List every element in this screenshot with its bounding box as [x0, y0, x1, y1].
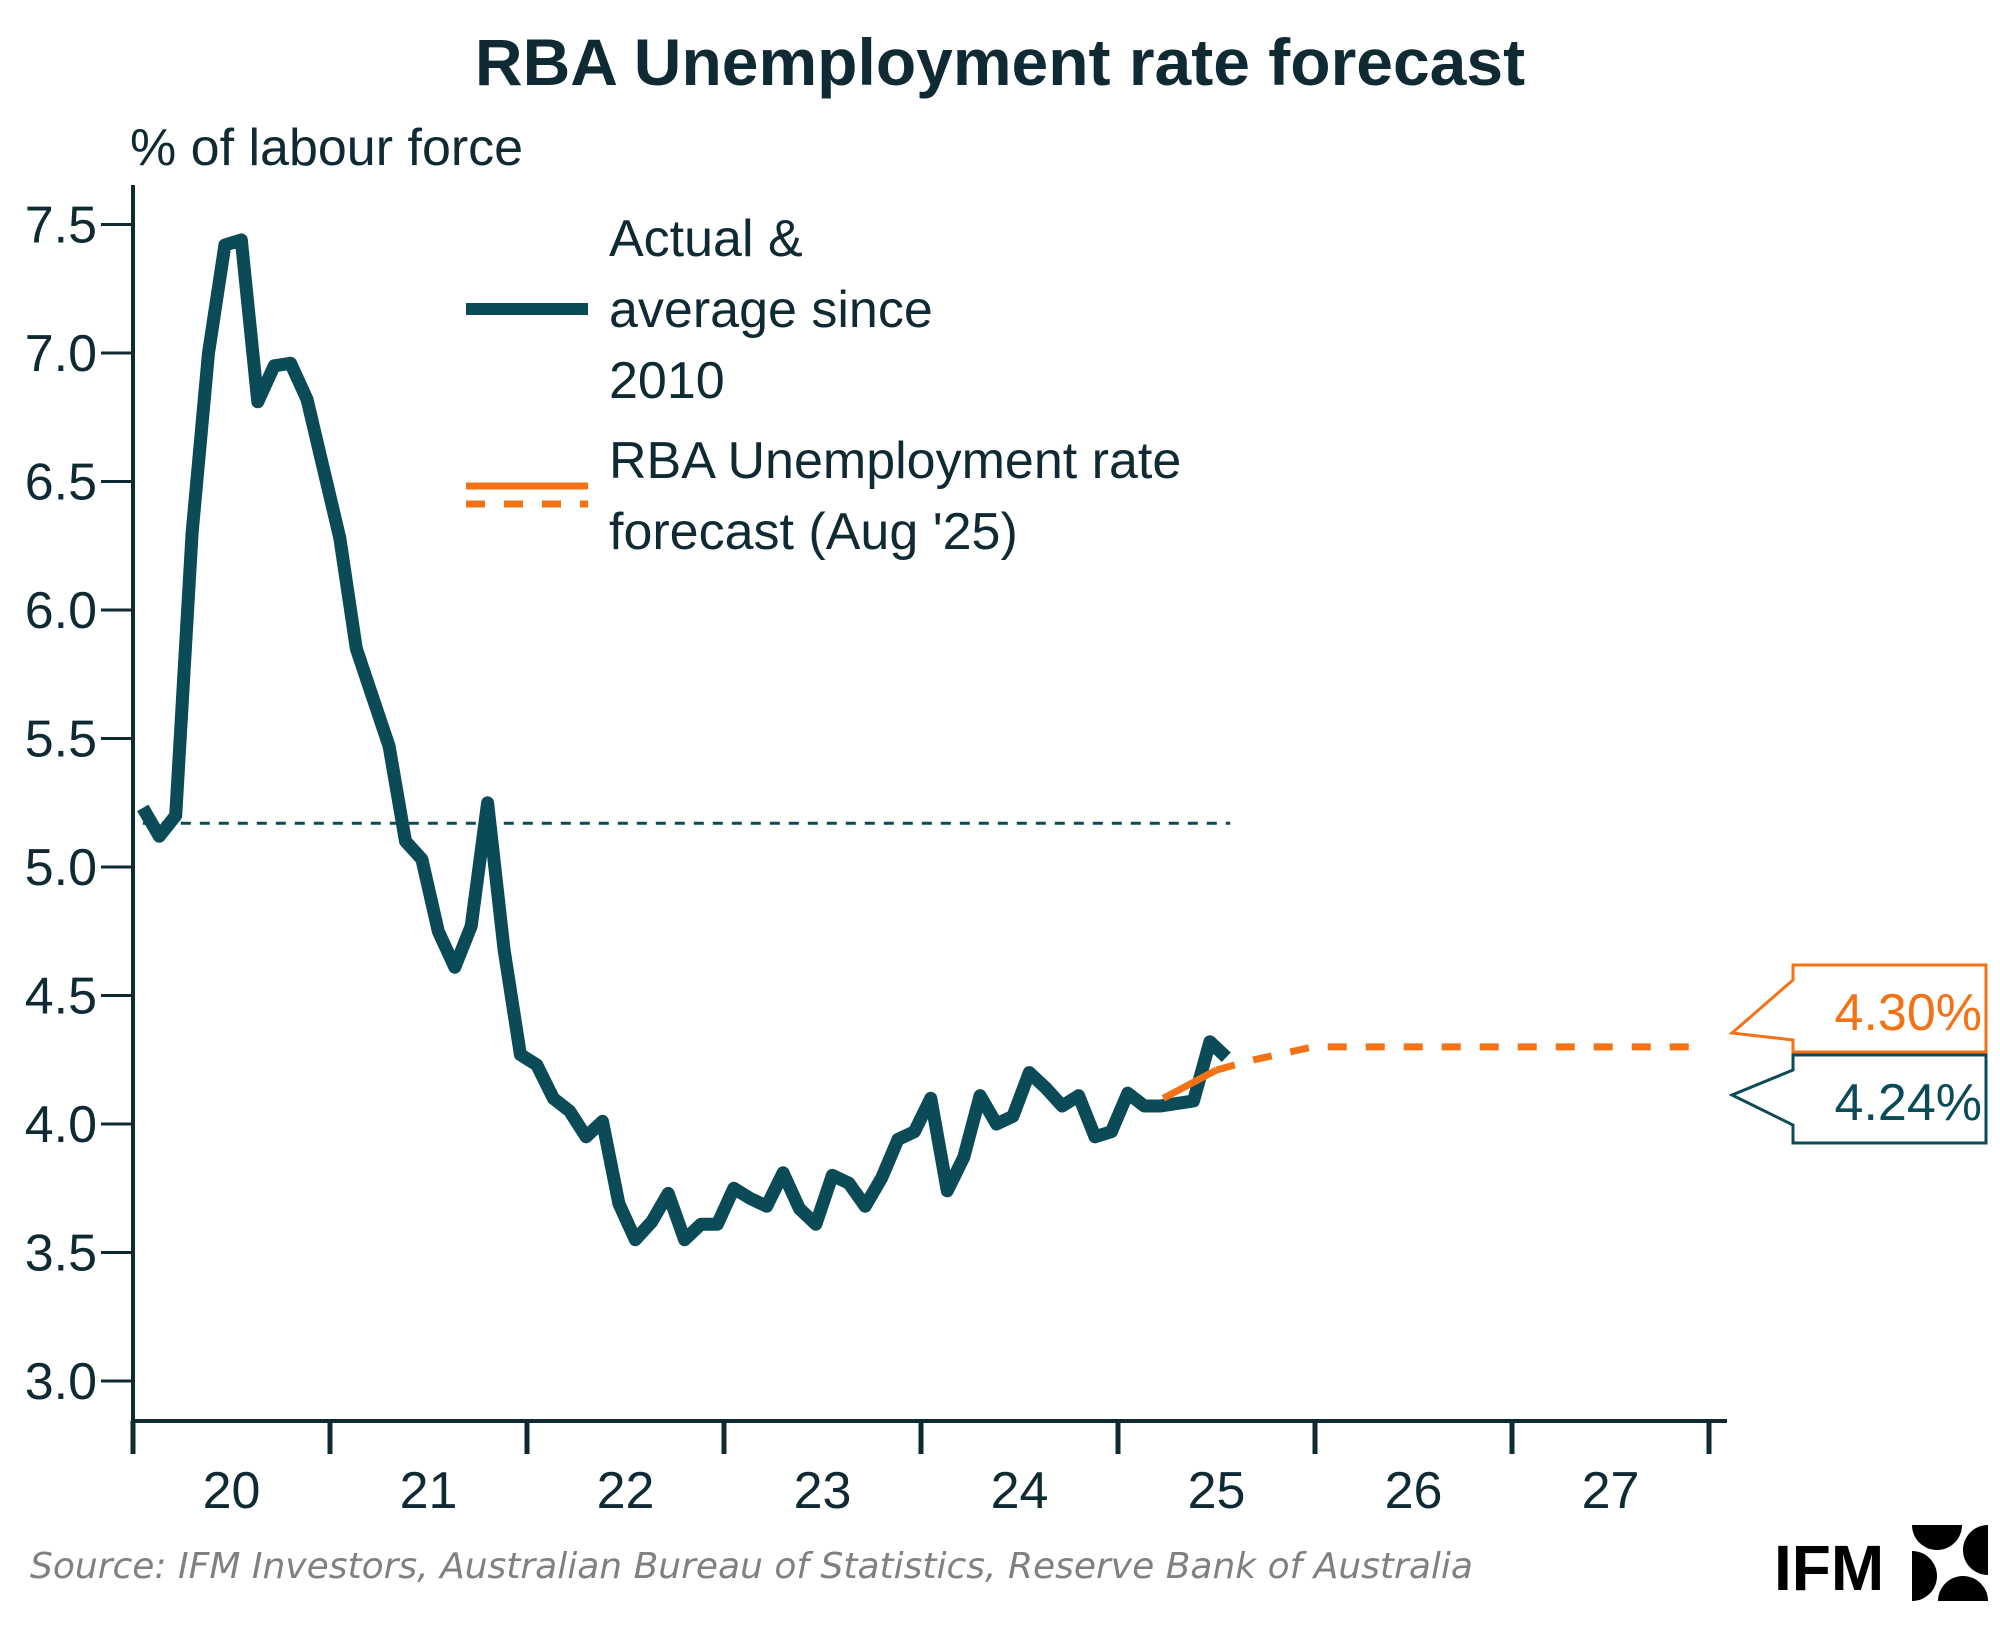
y-axis-label: % of labour force	[130, 119, 523, 177]
legend-label-actual-line1: Actual &	[609, 210, 803, 268]
callout-forecast-value: 4.30%	[1835, 984, 1982, 1042]
ifm-logo-text: IFM	[1774, 1532, 1884, 1604]
forecast-dashed-line	[1215, 1043, 1704, 1074]
series-layer	[137, 233, 1704, 1247]
legend-label-actual-line3: 2010	[609, 352, 725, 410]
y-tick-label: 7.0	[25, 325, 97, 383]
y-tick-label: 4.0	[25, 1096, 97, 1154]
y-tick-label: 3.5	[25, 1225, 97, 1283]
x-tick-label: 23	[794, 1462, 852, 1520]
y-tick-label: 5.5	[25, 711, 97, 769]
legend-label-actual-line2: average since	[609, 281, 933, 339]
legend: Actual & average since 2010 RBA Unemploy…	[466, 210, 1196, 561]
legend-label-forecast: RBA Unemployment rate forecast (Aug '25)	[609, 432, 1196, 561]
x-tick-label: 26	[1385, 1462, 1443, 1520]
ifm-logo-mark-icon	[1912, 1525, 1988, 1601]
callout-forecast-box	[1728, 963, 1988, 1054]
legend-label-forecast-line2: forecast (Aug '25)	[609, 503, 1018, 561]
x-tick-label: 25	[1188, 1462, 1246, 1520]
y-tick-label: 5.0	[25, 839, 97, 897]
source-note: Source: IFM Investors, Australian Bureau…	[30, 1546, 1473, 1587]
y-tick-label: 6.5	[25, 454, 97, 512]
callout-actual-box	[1728, 1053, 1988, 1145]
x-tick-label: 24	[991, 1462, 1049, 1520]
y-tick-label: 7.5	[25, 197, 97, 255]
ifm-logo: IFM	[1774, 1525, 1988, 1604]
x-tick-label: 27	[1582, 1462, 1640, 1520]
x-tick-label: 22	[597, 1462, 655, 1520]
callouts: 4.30% 4.24%	[1728, 963, 1988, 1145]
x-tick-label: 21	[400, 1462, 458, 1520]
legend-label-actual: Actual & average since 2010	[609, 210, 947, 410]
callout-actual-value: 4.24%	[1835, 1074, 1982, 1132]
x-tick-label: 20	[203, 1462, 261, 1520]
y-tick-label: 4.5	[25, 968, 97, 1026]
forecast-solid-line	[1161, 1066, 1219, 1102]
y-tick-label: 6.0	[25, 582, 97, 640]
y-tick-label: 3.0	[25, 1353, 97, 1411]
actual-line	[137, 233, 1231, 1247]
axes: 3.0 3.5 4.0 4.5 5.0 5.5 6.0 6.5 7.0 7.5 20 21 22 23 24…	[25, 185, 1727, 1520]
legend-label-forecast-line1: RBA Unemployment rate	[609, 432, 1181, 490]
chart-title: RBA Unemployment rate forecast	[475, 25, 1525, 99]
